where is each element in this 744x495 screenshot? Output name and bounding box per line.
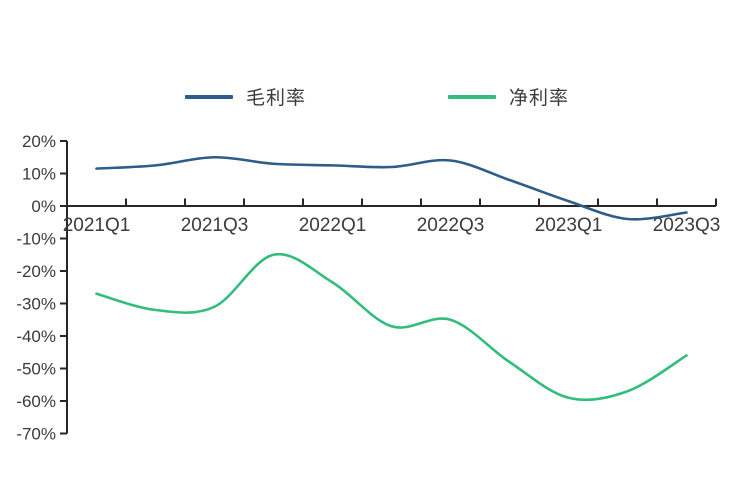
gross-margin-line-swatch [185,94,233,99]
x-tick-label: 2023Q1 [535,215,603,236]
y-tick-label: -10% [16,230,56,249]
legend-item-gross-margin: 毛利率 [185,83,306,110]
y-tick-label: 20% [22,132,56,151]
x-tick-label: 2021Q3 [181,215,249,236]
x-tick-label: 2021Q1 [63,215,131,236]
y-tick-label: -40% [16,327,56,346]
y-tick-label: -20% [16,262,56,281]
x-tick-label: 2022Q3 [417,215,485,236]
y-tick-label: 10% [22,165,56,184]
y-tick-label: 0% [31,197,56,216]
x-tick-label: 2022Q1 [299,215,367,236]
gross-margin-legend-label: 毛利率 [246,88,307,109]
net-margin-line-swatch [448,94,496,99]
x-tick-label: 2023Q3 [653,215,721,236]
y-tick-label: -30% [16,295,56,314]
net-margin-legend-label: 净利率 [509,88,570,109]
y-tick-label: -60% [16,392,56,411]
legend-item-net-margin: 净利率 [448,83,569,110]
chart-legend: 毛利率 净利率 [0,83,744,109]
net-margin-line [95,252,688,402]
y-tick-label: -70% [16,425,56,444]
gross-margin-line [95,155,688,221]
y-tick-label: -50% [16,360,56,379]
